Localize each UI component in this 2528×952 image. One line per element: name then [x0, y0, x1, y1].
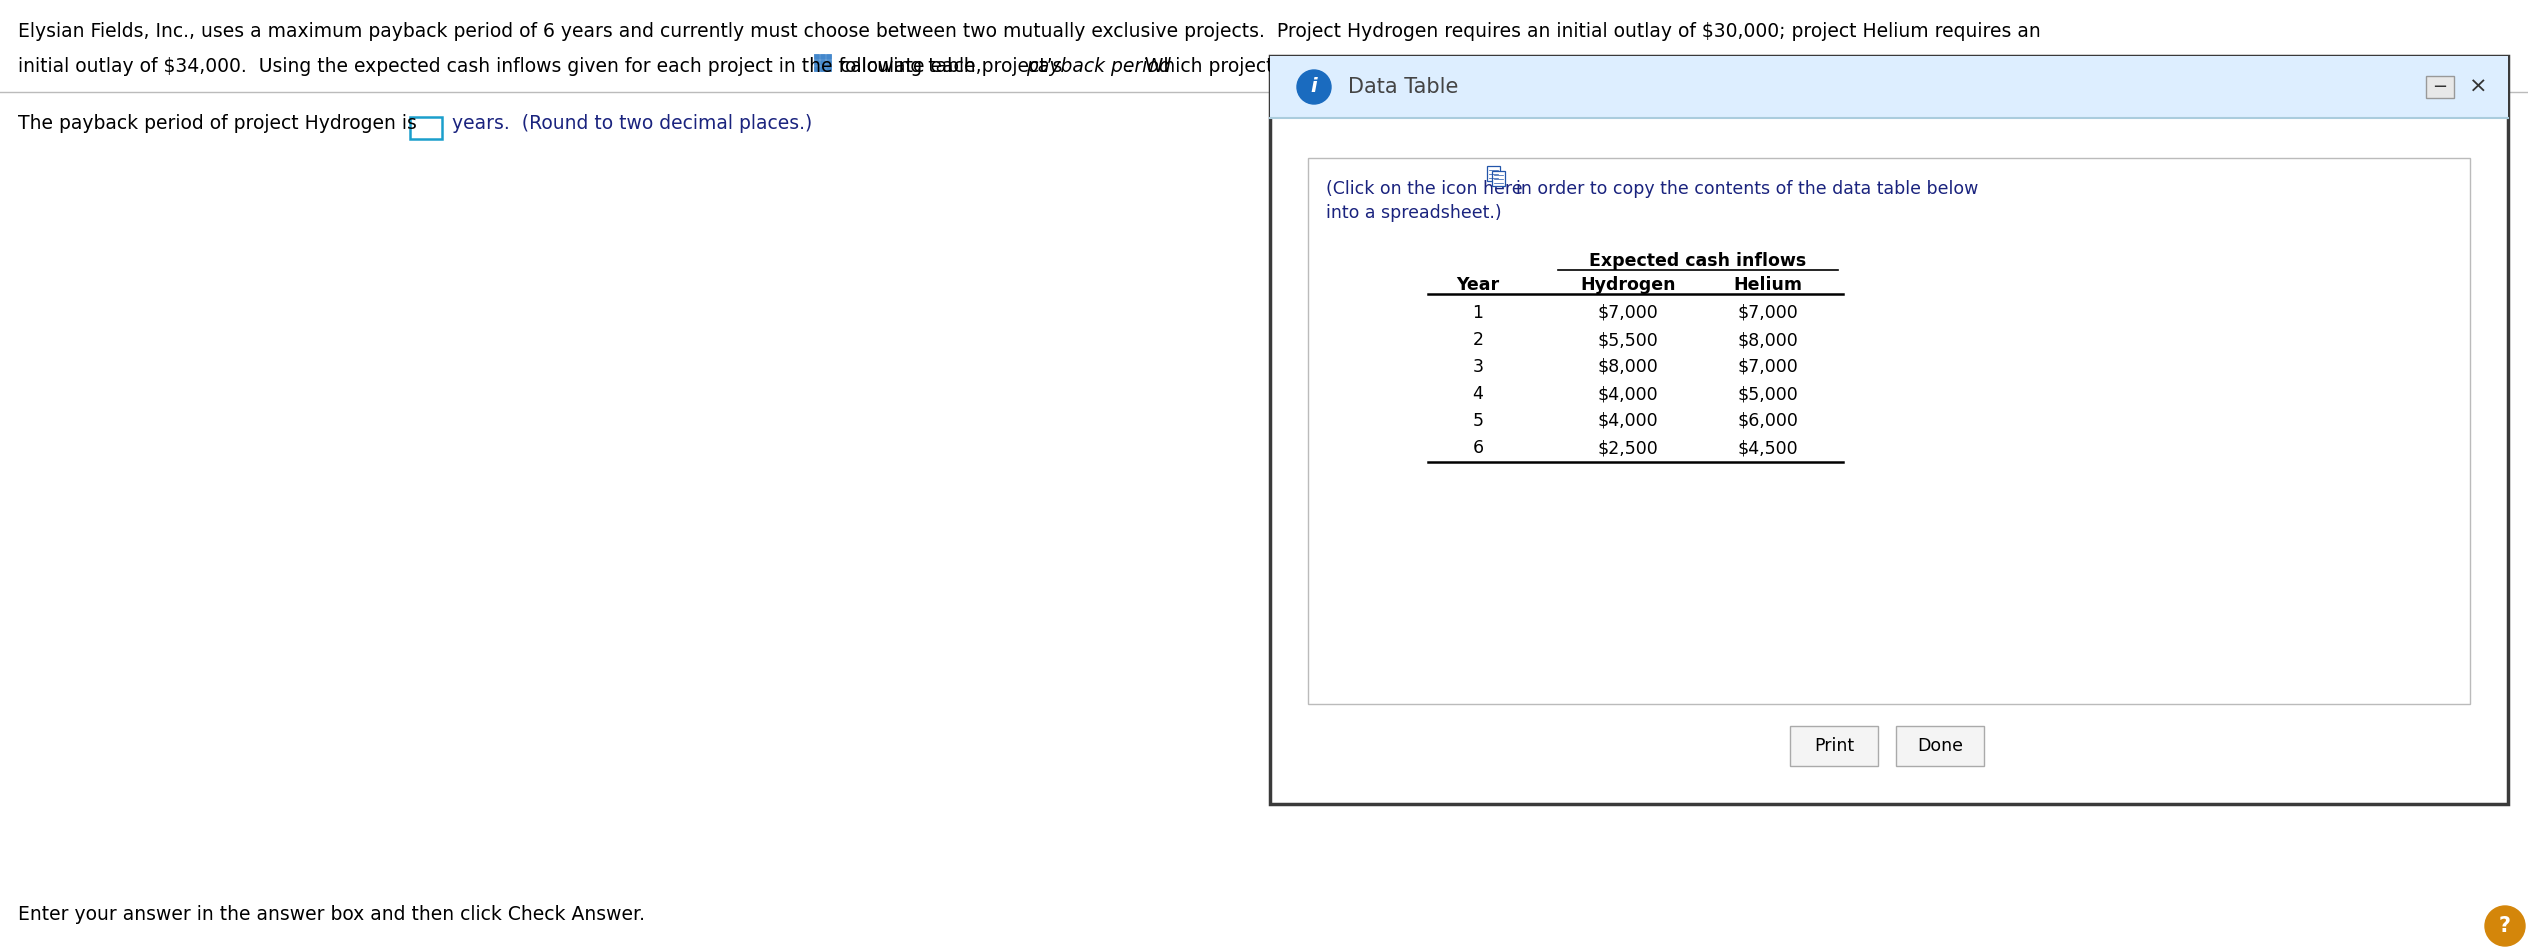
- Text: $5,500: $5,500: [1598, 331, 1658, 349]
- Text: 3: 3: [1471, 358, 1484, 376]
- Text: Helium: Helium: [1734, 276, 1802, 294]
- Text: Print: Print: [1815, 737, 1853, 755]
- FancyBboxPatch shape: [2427, 76, 2455, 98]
- Text: $7,000: $7,000: [1737, 304, 1797, 322]
- Text: Data Table: Data Table: [1347, 77, 1459, 97]
- FancyBboxPatch shape: [1307, 158, 2470, 704]
- FancyBboxPatch shape: [1269, 56, 2508, 118]
- FancyBboxPatch shape: [1492, 171, 1504, 186]
- Text: Expected cash inflows: Expected cash inflows: [1590, 252, 1808, 270]
- Bar: [814, 66, 819, 71]
- FancyBboxPatch shape: [1486, 166, 1502, 181]
- Text: $4,000: $4,000: [1598, 385, 1658, 403]
- Circle shape: [1297, 70, 1332, 104]
- FancyBboxPatch shape: [1269, 56, 2508, 804]
- Text: The payback period of project Hydrogen is: The payback period of project Hydrogen i…: [18, 114, 417, 133]
- Text: $7,000: $7,000: [1598, 304, 1658, 322]
- Text: Done: Done: [1916, 737, 1964, 755]
- Text: years.  (Round to two decimal places.): years. (Round to two decimal places.): [453, 114, 811, 133]
- Text: 4: 4: [1474, 385, 1484, 403]
- Text: initial outlay of $34,000.  Using the expected cash inflows given for each proje: initial outlay of $34,000. Using the exp…: [18, 57, 981, 76]
- Bar: [827, 66, 832, 71]
- Text: .  Which project meets Elysian’s standards?: . Which project meets Elysian’s standard…: [1127, 57, 1534, 76]
- Text: −: −: [2432, 78, 2447, 96]
- Text: calculate each project’s: calculate each project’s: [839, 57, 1067, 76]
- Text: 5: 5: [1471, 412, 1484, 430]
- Bar: [827, 54, 832, 59]
- Text: payback period: payback period: [1026, 57, 1170, 76]
- Text: $8,000: $8,000: [1598, 358, 1658, 376]
- Text: $4,500: $4,500: [1737, 439, 1797, 457]
- Bar: [819, 54, 824, 59]
- Bar: [814, 54, 819, 59]
- FancyBboxPatch shape: [1790, 726, 1878, 766]
- FancyBboxPatch shape: [1896, 726, 1984, 766]
- Text: Enter your answer in the answer box and then click Check Answer.: Enter your answer in the answer box and …: [18, 905, 645, 924]
- Text: Hydrogen: Hydrogen: [1580, 276, 1676, 294]
- Bar: [819, 66, 824, 71]
- Text: into a spreadsheet.): into a spreadsheet.): [1327, 204, 1502, 222]
- Text: $6,000: $6,000: [1737, 412, 1797, 430]
- Bar: [827, 60, 832, 65]
- Text: ×: ×: [2470, 77, 2488, 97]
- Bar: [814, 60, 819, 65]
- Text: $7,000: $7,000: [1737, 358, 1797, 376]
- Text: 1: 1: [1471, 304, 1484, 322]
- Text: i: i: [1310, 77, 1317, 96]
- Text: ?: ?: [2500, 916, 2510, 936]
- Text: in order to copy the contents of the data table below: in order to copy the contents of the dat…: [1517, 180, 1979, 198]
- Bar: [819, 60, 824, 65]
- Text: Year: Year: [1456, 276, 1499, 294]
- FancyBboxPatch shape: [410, 117, 442, 139]
- Text: 6: 6: [1471, 439, 1484, 457]
- Text: $8,000: $8,000: [1737, 331, 1797, 349]
- Circle shape: [2485, 906, 2525, 946]
- Text: (Click on the icon here: (Click on the icon here: [1327, 180, 1522, 198]
- Text: $4,000: $4,000: [1598, 412, 1658, 430]
- Text: Elysian Fields, Inc., uses a maximum payback period of 6 years and currently mus: Elysian Fields, Inc., uses a maximum pay…: [18, 22, 2040, 41]
- Text: $2,500: $2,500: [1598, 439, 1658, 457]
- Text: $5,000: $5,000: [1737, 385, 1797, 403]
- Text: 2: 2: [1471, 331, 1484, 349]
